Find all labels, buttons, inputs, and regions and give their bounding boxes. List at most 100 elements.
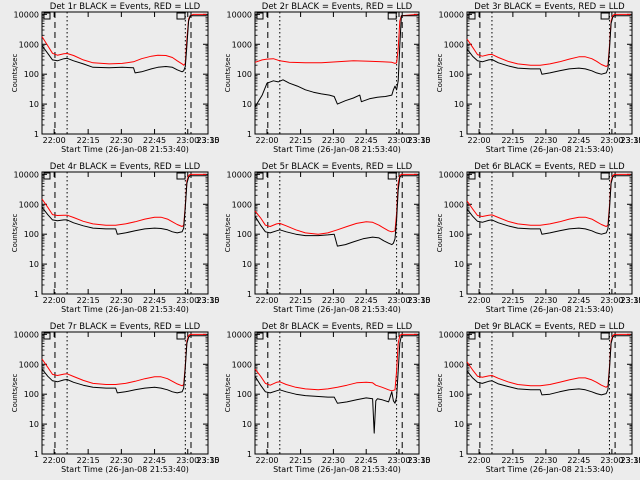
y-tick-label: 1 [34, 290, 39, 299]
x-tick-label: 22:15 [289, 456, 312, 465]
x-tick-label: 22:30 [110, 296, 133, 305]
panel-title: Det 3r BLACK = Events, RED = LLD [474, 2, 625, 12]
y-tick-label: 100 [24, 390, 39, 399]
x-tick-label: 22:30 [110, 136, 133, 145]
x-tick-label: 23:30 [196, 296, 219, 305]
marker-box-right [600, 12, 610, 20]
y-axis-label: Counts/sec [224, 214, 232, 253]
x-tick-label: 23:00 [387, 296, 410, 305]
x-tick-label: 22:00 [43, 296, 66, 305]
series-line-events [254, 175, 418, 247]
y-tick-label: 10 [29, 420, 39, 429]
marker-box-right [176, 332, 186, 340]
y-tick-label: 10000 [14, 170, 39, 179]
x-tick-label: 22:30 [110, 456, 133, 465]
y-tick-label: 10 [29, 100, 39, 109]
panel-7: Det 7r BLACK = Events, RED = LLD 1 10 100 10… [11, 322, 220, 474]
x-tick-label: 22:00 [255, 136, 278, 145]
x-tick-label: 22:45 [143, 136, 166, 145]
x-tick-label: 23:15 [196, 456, 219, 465]
x-tick-label: 23:15 [407, 456, 430, 465]
y-tick-label: 10 [242, 100, 252, 109]
y-tick-label: 10000 [227, 330, 252, 339]
x-tick-label: 22:45 [143, 296, 166, 305]
panel-5: Det 5r BLACK = Events, RED = LLD 1 10 100 10… [224, 162, 431, 314]
x-axis-label: Start Time (26-Jan-08 21:53:40) [273, 465, 401, 474]
x-tick-label: 23:15 [407, 136, 430, 145]
x-tick-label: 23:15 [620, 456, 640, 465]
y-tick-label: 10000 [439, 330, 464, 339]
marker-box-left [43, 172, 51, 180]
y-tick-label: 100 [449, 230, 464, 239]
panel-9: Det 9r BLACK = Events, RED = LLD 1 10 100 10… [436, 322, 640, 474]
panel-title: Det 5r BLACK = Events, RED = LLD [262, 162, 413, 172]
x-tick-label: 22:30 [534, 456, 557, 465]
y-tick-label: 1 [459, 290, 464, 299]
series-line-events [41, 175, 207, 235]
x-tick-label: 22:15 [77, 296, 100, 305]
marker-box-right [600, 172, 610, 180]
x-tick-label: 23:15 [620, 296, 640, 305]
panel-3: Det 3r BLACK = Events, RED = LLD 1 10 100 10… [436, 2, 640, 154]
x-axis-label: Start Time (26-Jan-08 21:53:40) [61, 465, 189, 474]
x-axis-label: Start Time (26-Jan-08 21:53:40) [486, 145, 614, 154]
x-tick-label: 22:15 [77, 456, 100, 465]
y-tick-label: 1 [34, 130, 39, 139]
y-axis-label: Counts/sec [11, 214, 19, 253]
x-tick-label: 23:00 [176, 456, 199, 465]
x-tick-label: 23:00 [600, 456, 623, 465]
x-tick-label: 22:00 [255, 296, 278, 305]
x-tick-label: 23:15 [620, 136, 640, 145]
panel-title: Det 6r BLACK = Events, RED = LLD [474, 162, 625, 172]
marker-box-right [387, 172, 397, 180]
x-tick-label: 22:15 [289, 296, 312, 305]
y-tick-label: 10 [454, 420, 464, 429]
x-tick-label: 22:30 [322, 296, 345, 305]
panel-4: Det 4r BLACK = Events, RED = LLD 1 10 100 10… [11, 162, 220, 314]
plot-frame [466, 171, 633, 295]
series-line-events [41, 15, 207, 74]
panel-2: Det 2r BLACK = Events, RED = LLD 1 10 100 10… [224, 2, 431, 154]
x-axis-label: Start Time (26-Jan-08 21:53:40) [61, 145, 189, 154]
y-tick-label: 1000 [444, 200, 464, 209]
y-tick-label: 1000 [19, 200, 39, 209]
plot-frame [466, 11, 633, 135]
y-axis-label: Counts/sec [224, 374, 232, 413]
y-tick-label: 10000 [439, 10, 464, 19]
y-tick-label: 1000 [444, 40, 464, 49]
y-tick-label: 1000 [19, 360, 39, 369]
x-tick-label: 22:45 [355, 456, 378, 465]
marker-box-left [43, 332, 51, 340]
series-line-events [254, 335, 418, 434]
y-tick-label: 100 [24, 230, 39, 239]
marker-box-right [387, 332, 397, 340]
y-tick-label: 100 [449, 390, 464, 399]
plot-frame [41, 171, 209, 295]
series-line-events [466, 175, 631, 235]
y-axis-label: Counts/sec [436, 54, 444, 93]
x-tick-label: 22:00 [468, 136, 491, 145]
panel-title: Det 9r BLACK = Events, RED = LLD [474, 322, 625, 332]
marker-box-left [468, 332, 476, 340]
x-tick-label: 22:45 [355, 296, 378, 305]
plot-frame [41, 331, 209, 455]
y-tick-label: 100 [24, 70, 39, 79]
x-tick-label: 22:15 [501, 296, 524, 305]
x-tick-label: 22:15 [501, 136, 524, 145]
x-tick-label: 22:45 [567, 136, 590, 145]
y-tick-label: 10 [454, 260, 464, 269]
x-tick-label: 23:00 [176, 136, 199, 145]
y-axis-label: Counts/sec [11, 54, 19, 93]
marker-box-right [600, 332, 610, 340]
x-axis-label: Start Time (26-Jan-08 21:53:40) [273, 305, 401, 314]
y-axis-label: Counts/sec [11, 374, 19, 413]
x-axis-label: Start Time (26-Jan-08 21:53:40) [486, 465, 614, 474]
panel-title: Det 2r BLACK = Events, RED = LLD [262, 2, 413, 12]
x-tick-label: 22:30 [534, 296, 557, 305]
y-tick-label: 10000 [14, 10, 39, 19]
x-tick-label: 23:15 [196, 296, 219, 305]
y-axis-label: Counts/sec [224, 54, 232, 93]
y-tick-label: 1 [459, 130, 464, 139]
x-tick-label: 23:00 [387, 136, 410, 145]
